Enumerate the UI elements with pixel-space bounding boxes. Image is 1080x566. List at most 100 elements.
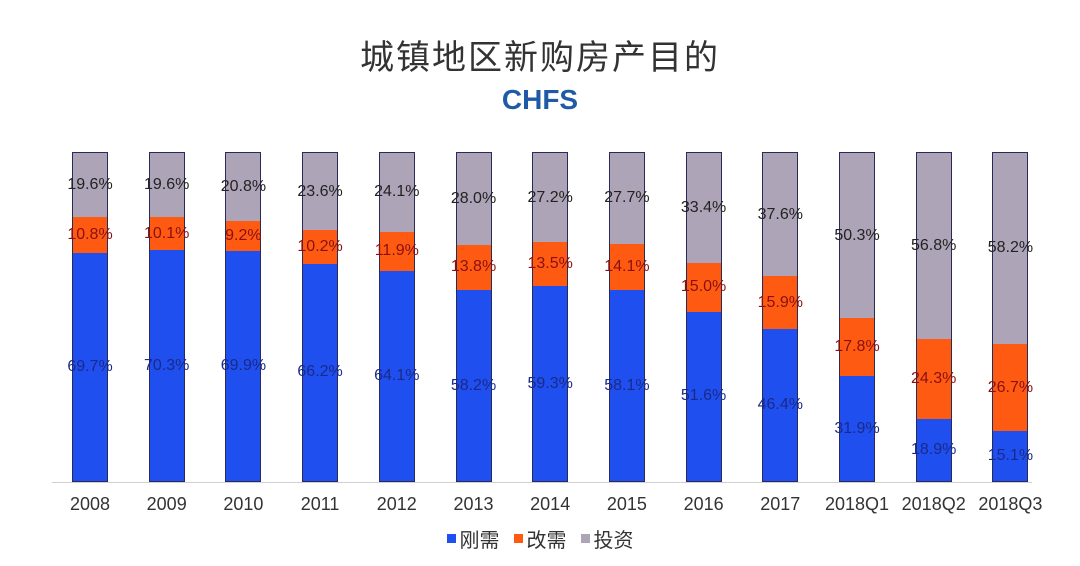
bar-segment: 15.0% (681, 262, 726, 312)
x-tick-label: 2016 (683, 494, 724, 514)
bar-segment: 10.8% (67, 217, 113, 253)
x-tick-label: 2014 (530, 494, 571, 514)
data-label: 10.8% (67, 225, 113, 243)
data-label: 10.1% (144, 224, 190, 242)
bar-segment: 31.9% (834, 376, 880, 481)
bar-segment: 33.4% (681, 153, 726, 263)
legend-label: 刚需 (459, 528, 500, 552)
plot-area: 69.7% 10.8% 19.6% 70.3% 10.1% 19.6% 69.9% 9.2% 2… (60, 152, 1040, 482)
bar-segment: 69.7% (67, 252, 113, 481)
data-label: 15.0% (680, 278, 727, 296)
data-label: 18.9% (911, 441, 957, 458)
bar-segment: 10.1% (144, 217, 189, 251)
data-label: 19.6% (67, 176, 113, 194)
stacked-bar: 69.9% 9.2% 20.8% (221, 152, 266, 482)
bar-segment: 70.3% (144, 250, 189, 481)
data-label: 17.8% (834, 338, 880, 356)
data-label: 37.6% (757, 205, 803, 223)
bar-segment: 58.2% (988, 153, 1033, 344)
x-tick-label: 2009 (146, 494, 187, 514)
stacked-bar: 15.1% 26.7% 58.2% (988, 152, 1033, 482)
data-label: 24.3% (911, 370, 957, 388)
chart-subtitle: CHFS (501, 84, 579, 115)
stacked-bar: 58.1% 14.1% 27.7% (604, 152, 650, 482)
legend-swatch-icon (446, 534, 456, 543)
x-tick-label: 2013 (453, 494, 494, 514)
legend-item: 改需 (513, 524, 567, 553)
bar-segment: 13.5% (528, 242, 573, 287)
legend-item: 刚需 (446, 524, 500, 553)
data-label: 66.2% (297, 363, 343, 381)
data-label: 58.1% (604, 376, 650, 394)
bar-segment: 37.6% (758, 153, 803, 277)
bar-segment: 51.6% (681, 311, 726, 481)
x-tick-label: 2018Q3 (978, 494, 1043, 514)
bar-segment: 11.9% (375, 231, 419, 271)
legend-label: 改需 (526, 528, 567, 552)
data-label: 70.3% (144, 356, 190, 374)
data-label: 50.3% (834, 226, 880, 244)
bar-segment: 10.2% (297, 230, 343, 264)
stacked-bar: 64.1% 11.9% 24.1% (374, 152, 419, 482)
data-label: 31.9% (834, 419, 880, 437)
data-label: 19.6% (144, 176, 190, 194)
bar-segment: 19.6% (144, 153, 189, 218)
bar-segment: 15.9% (758, 276, 803, 329)
data-label: 27.7% (604, 189, 650, 207)
x-tick-label: 2018Q1 (824, 494, 890, 514)
bar-segment: 14.1% (604, 243, 650, 291)
bar-segment: 66.2% (297, 263, 343, 481)
legend: 刚需 改需 投资 (0, 524, 1080, 553)
bar-segment: 23.6% (297, 153, 343, 231)
data-label: 69.9% (220, 357, 267, 375)
data-label: 26.7% (987, 378, 1034, 396)
stacked-bar: 58.2% 13.8% 28.0% (451, 152, 496, 482)
bar-segment: 58.1% (604, 290, 650, 481)
stacked-bar: 59.3% 13.5% 27.2% (528, 152, 573, 482)
data-label: 14.1% (604, 258, 650, 276)
bar-segment: 24.3% (911, 339, 956, 420)
data-label: 13.5% (527, 255, 573, 273)
stacked-bar: 69.7% 10.8% 19.6% (67, 152, 113, 482)
data-label: 46.4% (757, 395, 803, 413)
x-axis-line (52, 482, 1032, 483)
bar-segment: 17.8% (834, 318, 880, 377)
stacked-bar: 18.9% 24.3% 56.8% (911, 152, 956, 482)
x-tick-label: 2011 (300, 494, 340, 514)
legend-label: 投资 (593, 528, 634, 552)
bar-segment: 28.0% (451, 152, 496, 245)
data-label: 64.1% (374, 366, 420, 384)
x-tick-label: 2017 (760, 494, 801, 514)
x-tick-label: 2008 (69, 494, 111, 514)
data-label: 11.9% (374, 242, 419, 260)
bar-segment: 18.9% (911, 419, 956, 481)
data-label: 59.3% (527, 374, 573, 392)
x-tick-label: 2018Q2 (901, 494, 966, 514)
data-label: 69.7% (67, 357, 113, 375)
data-label: 10.2% (297, 238, 343, 256)
data-label: 20.8% (220, 178, 267, 196)
legend-swatch-icon (580, 534, 590, 543)
chart-title: 城镇地区新购房产目的 (360, 38, 720, 78)
bar-segment: 64.1% (374, 270, 419, 481)
data-label: 28.0% (450, 189, 497, 207)
data-label: 58.2% (450, 376, 497, 394)
data-label: 9.2% (225, 227, 262, 245)
legend-item: 投资 (580, 524, 634, 553)
bar-segment: 19.6% (67, 153, 113, 218)
bar-segment: 9.2% (225, 221, 262, 252)
data-label: 58.2% (987, 239, 1034, 257)
bar-segment: 26.7% (988, 343, 1033, 432)
stacked-bar: 31.9% 17.8% 50.3% (834, 152, 880, 482)
data-label: 23.6% (297, 182, 343, 200)
data-label: 13.8% (450, 258, 497, 276)
x-tick-label: 2015 (606, 494, 647, 514)
data-label: 27.2% (527, 188, 573, 206)
bar-segment: 27.2% (528, 153, 573, 243)
stacked-bar: 70.3% 10.1% 19.6% (144, 152, 189, 482)
data-label: 56.8% (911, 237, 957, 255)
data-label: 51.6% (680, 387, 727, 405)
bar-segment: 27.7% (604, 153, 650, 244)
bar-segment: 59.3% (528, 286, 573, 481)
bar-segment: 13.8% (451, 244, 496, 291)
